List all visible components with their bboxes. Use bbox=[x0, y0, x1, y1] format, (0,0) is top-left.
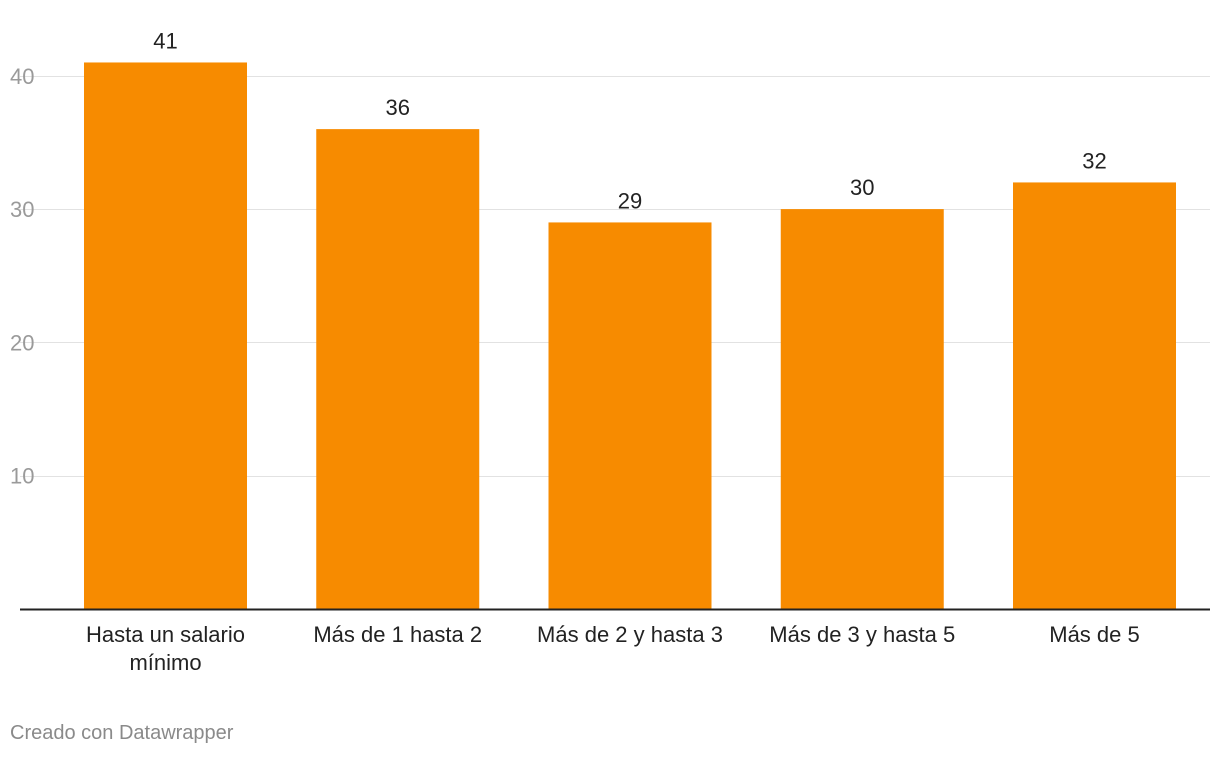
datawrapper-credit[interactable]: Creado con Datawrapper bbox=[10, 722, 234, 744]
bar bbox=[84, 62, 247, 610]
x-category-label: Hasta un salario bbox=[86, 622, 245, 647]
value-labels: 41 36 29 30 32 bbox=[153, 28, 1106, 213]
bar-value-label: 30 bbox=[850, 175, 874, 200]
bar bbox=[780, 209, 944, 609]
bar bbox=[548, 222, 712, 609]
y-axis-ticks: 10 20 30 40 bbox=[10, 64, 34, 489]
y-tick-label: 20 bbox=[10, 330, 34, 355]
x-category-label: Más de 5 bbox=[1049, 622, 1140, 647]
bar-value-label: 41 bbox=[153, 28, 177, 53]
bar bbox=[1013, 182, 1176, 609]
bars bbox=[84, 62, 1176, 610]
y-tick-label: 40 bbox=[10, 64, 34, 89]
x-axis-category-labels: Hasta un salario mínimo Más de 1 hasta 2 Má… bbox=[86, 622, 1140, 675]
y-tick-label: 30 bbox=[10, 197, 34, 222]
x-category-label: Más de 1 hasta 2 bbox=[313, 622, 482, 647]
bar-value-label: 32 bbox=[1082, 148, 1106, 173]
bar-value-label: 29 bbox=[618, 188, 642, 213]
bar bbox=[316, 129, 480, 609]
x-category-label: mínimo bbox=[129, 650, 201, 675]
x-category-label: Más de 3 y hasta 5 bbox=[769, 622, 955, 647]
x-category-label: Más de 2 y hasta 3 bbox=[537, 622, 723, 647]
bar-chart: 10 20 30 40 41 36 29 30 32 Hasta un salario míni… bbox=[10, 28, 1210, 675]
y-tick-label: 10 bbox=[10, 464, 34, 489]
bar-value-label: 36 bbox=[386, 95, 410, 120]
